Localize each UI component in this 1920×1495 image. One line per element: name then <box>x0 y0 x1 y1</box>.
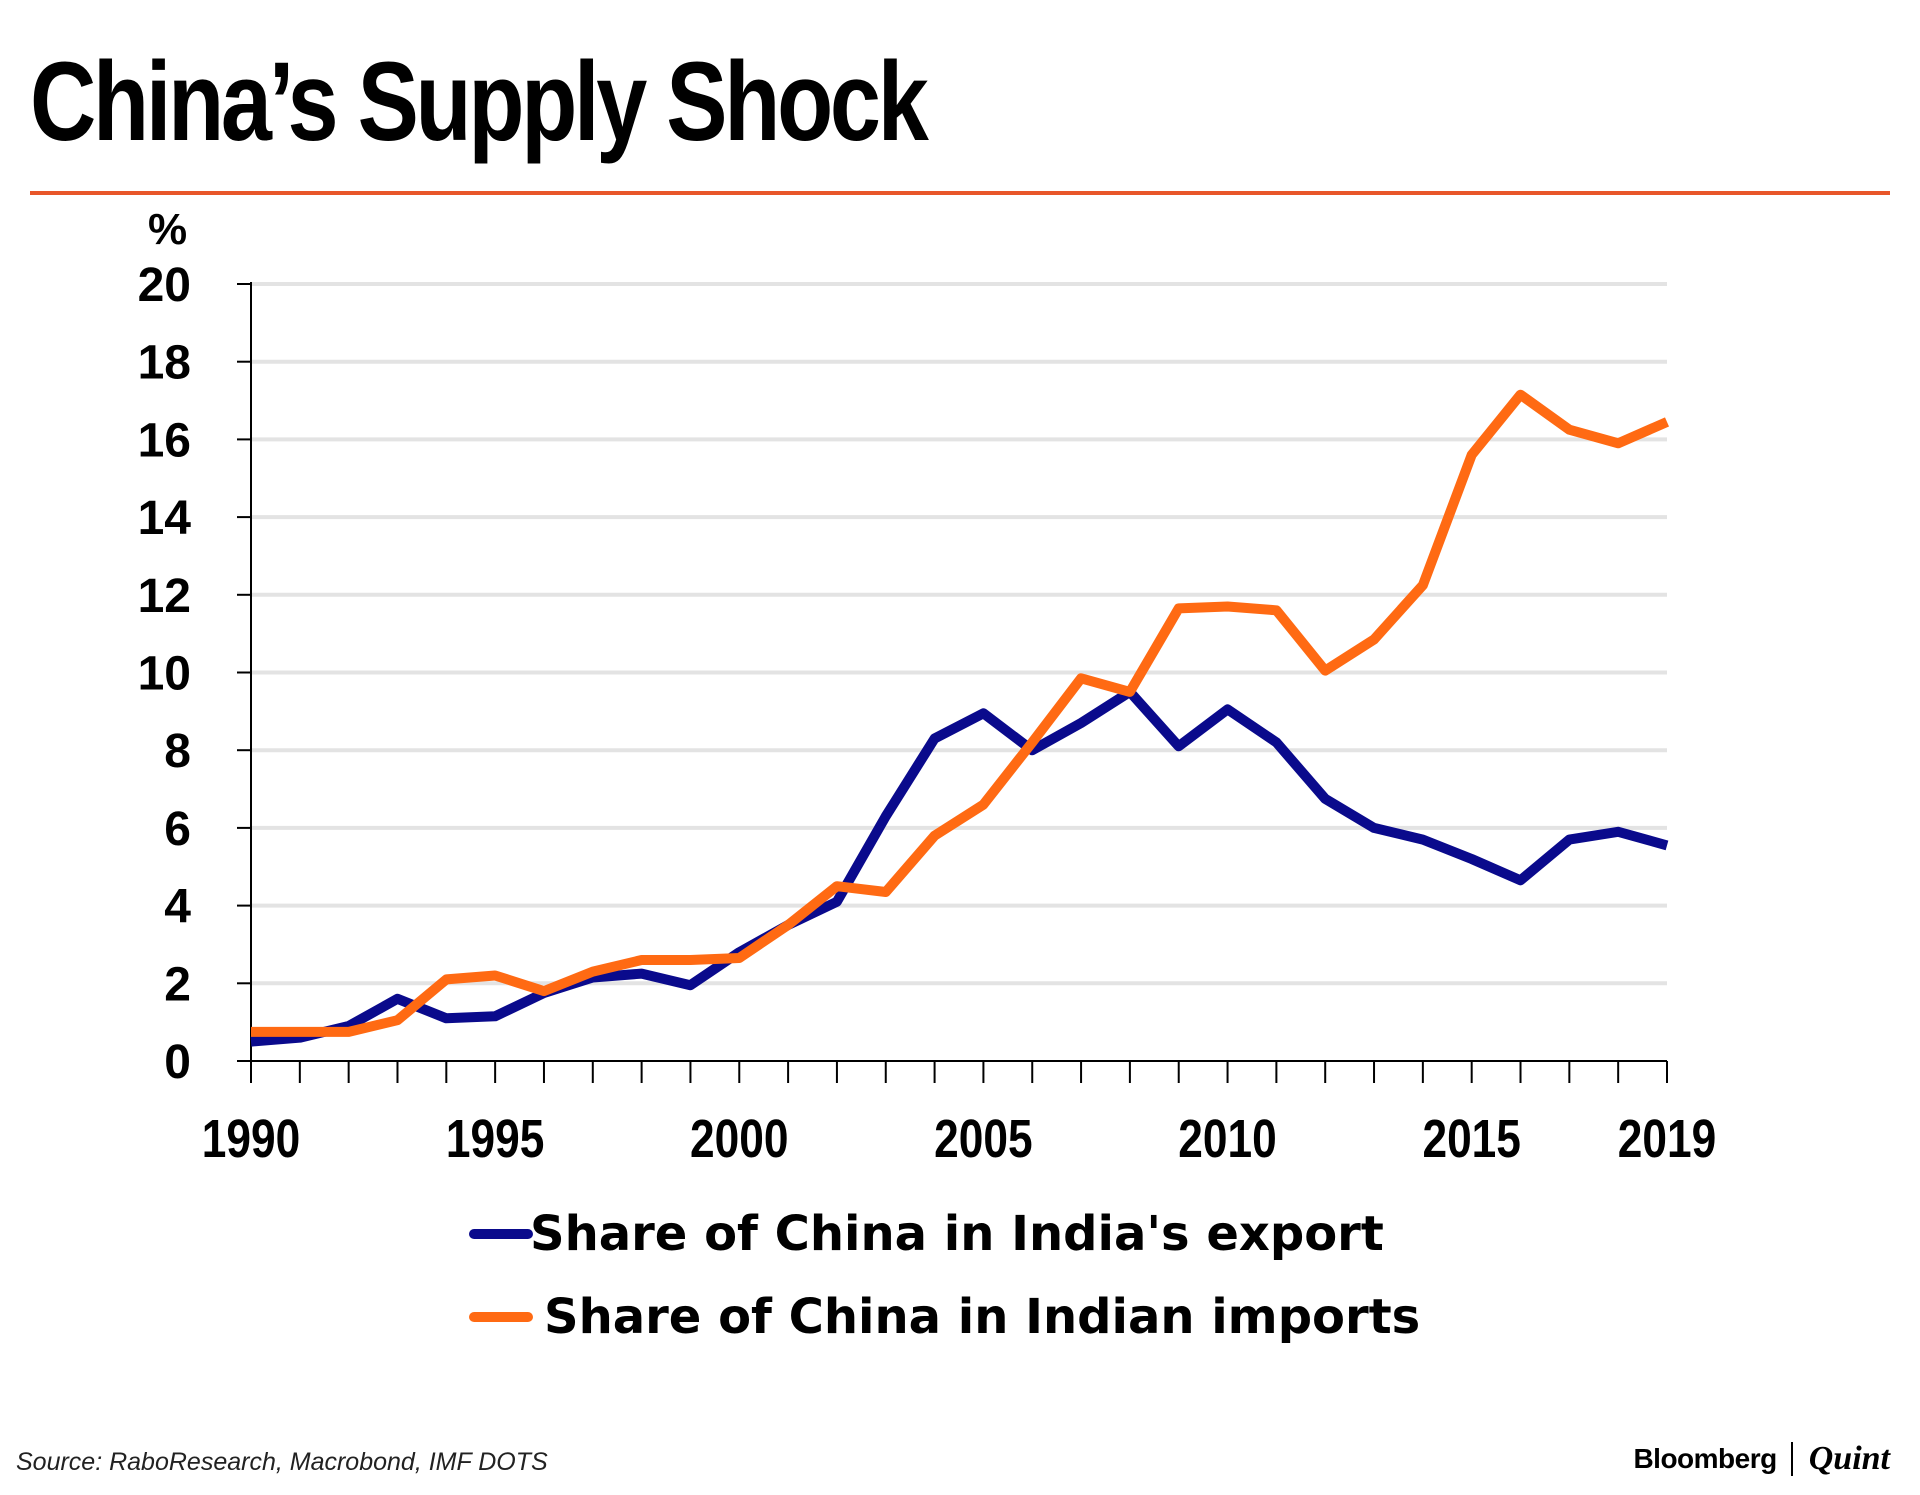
axes <box>237 282 1668 1083</box>
y-tick-label-20: 20 <box>138 259 191 312</box>
y-tick-label-8: 8 <box>164 725 191 778</box>
x-tick-label-2015: 2015 <box>1422 1109 1520 1169</box>
grid-lines <box>251 282 1667 986</box>
y-tick-label-0: 0 <box>164 1036 191 1089</box>
x-tick-label-2019: 2019 <box>1618 1109 1716 1169</box>
x-tick-label-2005: 2005 <box>934 1109 1032 1169</box>
y-tick-label-4: 4 <box>164 881 191 934</box>
y-tick-label-10: 10 <box>138 648 191 701</box>
x-tick-labels: 1990 1995 2000 2005 2010 2015 2019 <box>202 1109 1716 1169</box>
x-tick-label-2010: 2010 <box>1178 1109 1276 1169</box>
y-tick-label-12: 12 <box>138 570 191 623</box>
brand-quint: Quint <box>1808 1440 1890 1477</box>
y-tick-label-6: 6 <box>164 803 191 856</box>
x-tick-label-2000: 2000 <box>690 1109 788 1169</box>
brand-logo: Bloomberg Quint <box>1633 1440 1890 1478</box>
brand-bloomberg: Bloomberg <box>1633 1443 1777 1474</box>
y-tick-label-16: 16 <box>138 414 191 467</box>
legend-label-imports: Share of China in Indian imports <box>544 1289 1420 1345</box>
y-tick-label-2: 2 <box>164 958 191 1011</box>
brand-separator <box>1790 1442 1793 1476</box>
y-axis-unit-label: % <box>148 205 187 254</box>
title-divider <box>30 191 1890 195</box>
series-line-imports <box>251 389 1670 1037</box>
y-tick-labels: 0 2 4 6 8 10 12 14 16 18 20 <box>138 259 192 1089</box>
source-note: Source: RaboResearch, Macrobond, IMF DOT… <box>16 1448 548 1476</box>
y-tick-label-18: 18 <box>138 337 191 390</box>
page-title: China’s Supply Shock <box>30 39 929 164</box>
series-lines <box>250 389 1670 1047</box>
series-line-export <box>250 686 1669 1047</box>
x-tick-label-1990: 1990 <box>202 1109 300 1169</box>
legend: Share of China in India's export Share o… <box>469 1206 1420 1345</box>
y-tick-label-14: 14 <box>138 492 192 545</box>
x-tick-label-1995: 1995 <box>446 1109 544 1169</box>
legend-label-export: Share of China in India's export <box>530 1206 1384 1262</box>
